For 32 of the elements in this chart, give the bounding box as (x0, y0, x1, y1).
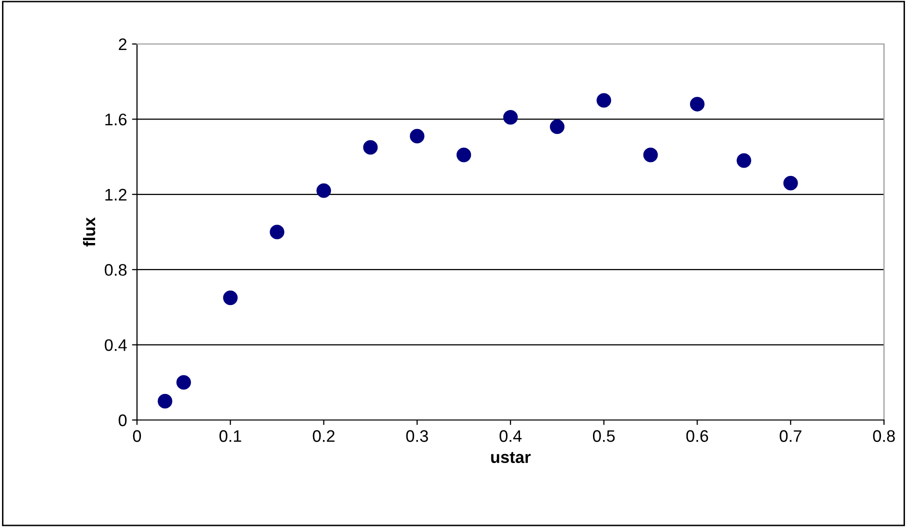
point (456, 148, 472, 162)
x-tick-label: 0.7 (780, 430, 802, 442)
point (643, 148, 658, 162)
y-tick-label: 0.4 (104, 339, 127, 352)
point (503, 110, 518, 125)
y-tick-label: 0 (118, 414, 127, 426)
point (270, 224, 284, 240)
x-tick-label: 0.5 (592, 430, 615, 442)
x-tick-label: 0.3 (406, 430, 428, 442)
x-tick-label: 0.2 (312, 430, 334, 442)
y-axis-title: flux (83, 217, 96, 247)
x-tick-label: 0.4 (500, 430, 522, 442)
point (690, 96, 705, 112)
y-tick-label: 2 (118, 38, 126, 50)
x-tick-label: 0.1 (219, 430, 242, 442)
x-tick-label: 0.8 (873, 430, 895, 442)
point (736, 153, 752, 168)
x-tick-label: 0.6 (686, 430, 708, 442)
y-tick-label: 1.2 (105, 188, 126, 200)
point (223, 290, 238, 306)
point (596, 93, 612, 108)
point (550, 119, 564, 134)
point (363, 140, 378, 155)
point (316, 183, 332, 198)
point (176, 375, 191, 390)
y-tick-label: 0.8 (104, 264, 127, 276)
point (158, 394, 172, 408)
x-axis-title: ustar (491, 452, 531, 464)
point (783, 176, 798, 190)
point (410, 128, 424, 144)
x-tick-label: 0 (133, 430, 141, 442)
y-tick-label: 1.6 (105, 114, 127, 126)
